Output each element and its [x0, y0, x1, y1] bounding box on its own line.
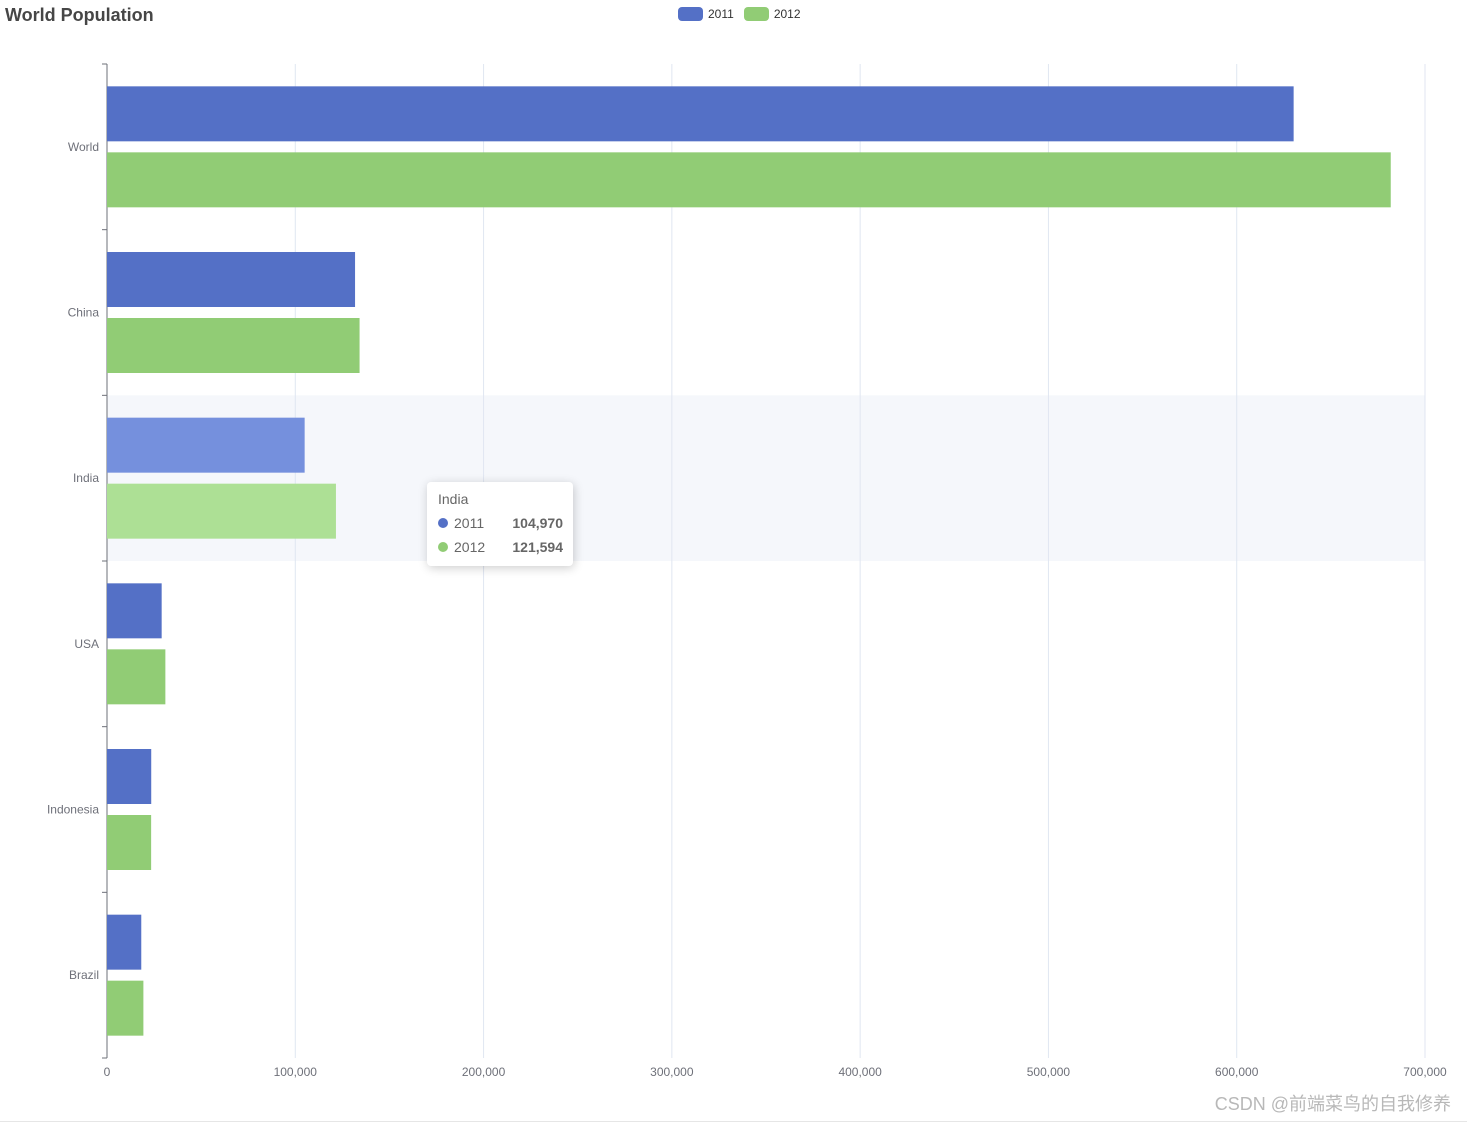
y-category-label: World	[68, 140, 99, 154]
legend-item-2012[interactable]: 2012	[743, 7, 801, 21]
y-category-label: China	[68, 306, 100, 320]
bar-2012-world	[107, 152, 1391, 208]
chart-title: World Population	[5, 5, 154, 25]
tooltip-dot-2011	[438, 518, 448, 528]
bar-2011-brazil	[107, 914, 142, 970]
x-tick-label: 100,000	[274, 1065, 318, 1079]
bar-2011-usa	[107, 583, 162, 639]
legend-swatch-2012	[743, 7, 769, 21]
tooltip-series-name: 2012	[454, 539, 486, 555]
tooltip-series-name: 2011	[454, 515, 485, 531]
bar-2012-china	[107, 318, 360, 373]
y-category-label: Indonesia	[47, 803, 99, 817]
legend-item-2011[interactable]: 2011	[678, 7, 734, 21]
tooltip-dot-2012	[438, 542, 448, 552]
y-category-label: India	[73, 471, 99, 485]
tooltip-row-2012: 2012 121,594	[438, 539, 563, 555]
x-tick-label: 700,000	[1403, 1065, 1447, 1079]
bar-2012-indonesia	[107, 815, 152, 870]
legend-label-2011: 2011	[708, 7, 734, 21]
x-tick-label: 200,000	[462, 1065, 506, 1079]
bar-2011-world	[107, 86, 1294, 142]
bar-2012-india	[107, 483, 336, 539]
bar-2012-usa	[107, 649, 166, 705]
x-tick-label: 0	[104, 1065, 111, 1079]
x-tick-label: 300,000	[650, 1065, 694, 1079]
tooltip-row-2011: 2011 104,970	[438, 515, 563, 531]
y-category-label: USA	[74, 637, 99, 651]
watermark: CSDN @前端菜鸟的自我修养	[1214, 1094, 1451, 1114]
x-tick-label: 500,000	[1027, 1065, 1071, 1079]
legend: 2011 2012	[678, 7, 811, 21]
tooltip-series-value: 121,594	[512, 539, 563, 555]
tooltip-series-value: 104,970	[512, 515, 563, 531]
x-tick-label: 600,000	[1215, 1065, 1259, 1079]
bar-2011-indonesia	[107, 749, 152, 804]
legend-label-2012: 2012	[773, 7, 801, 21]
tooltip: India 2011 104,970 2012 121,594	[427, 482, 573, 566]
bar-2011-china	[107, 252, 356, 307]
bar-2011-india	[107, 417, 305, 473]
bottom-divider	[0, 1121, 1467, 1122]
legend-swatch-2011	[678, 7, 703, 21]
y-category-label: Brazil	[69, 968, 99, 982]
x-tick-label: 400,000	[838, 1065, 882, 1079]
bar-2012-brazil	[107, 980, 144, 1036]
tooltip-title: India	[438, 491, 469, 507]
